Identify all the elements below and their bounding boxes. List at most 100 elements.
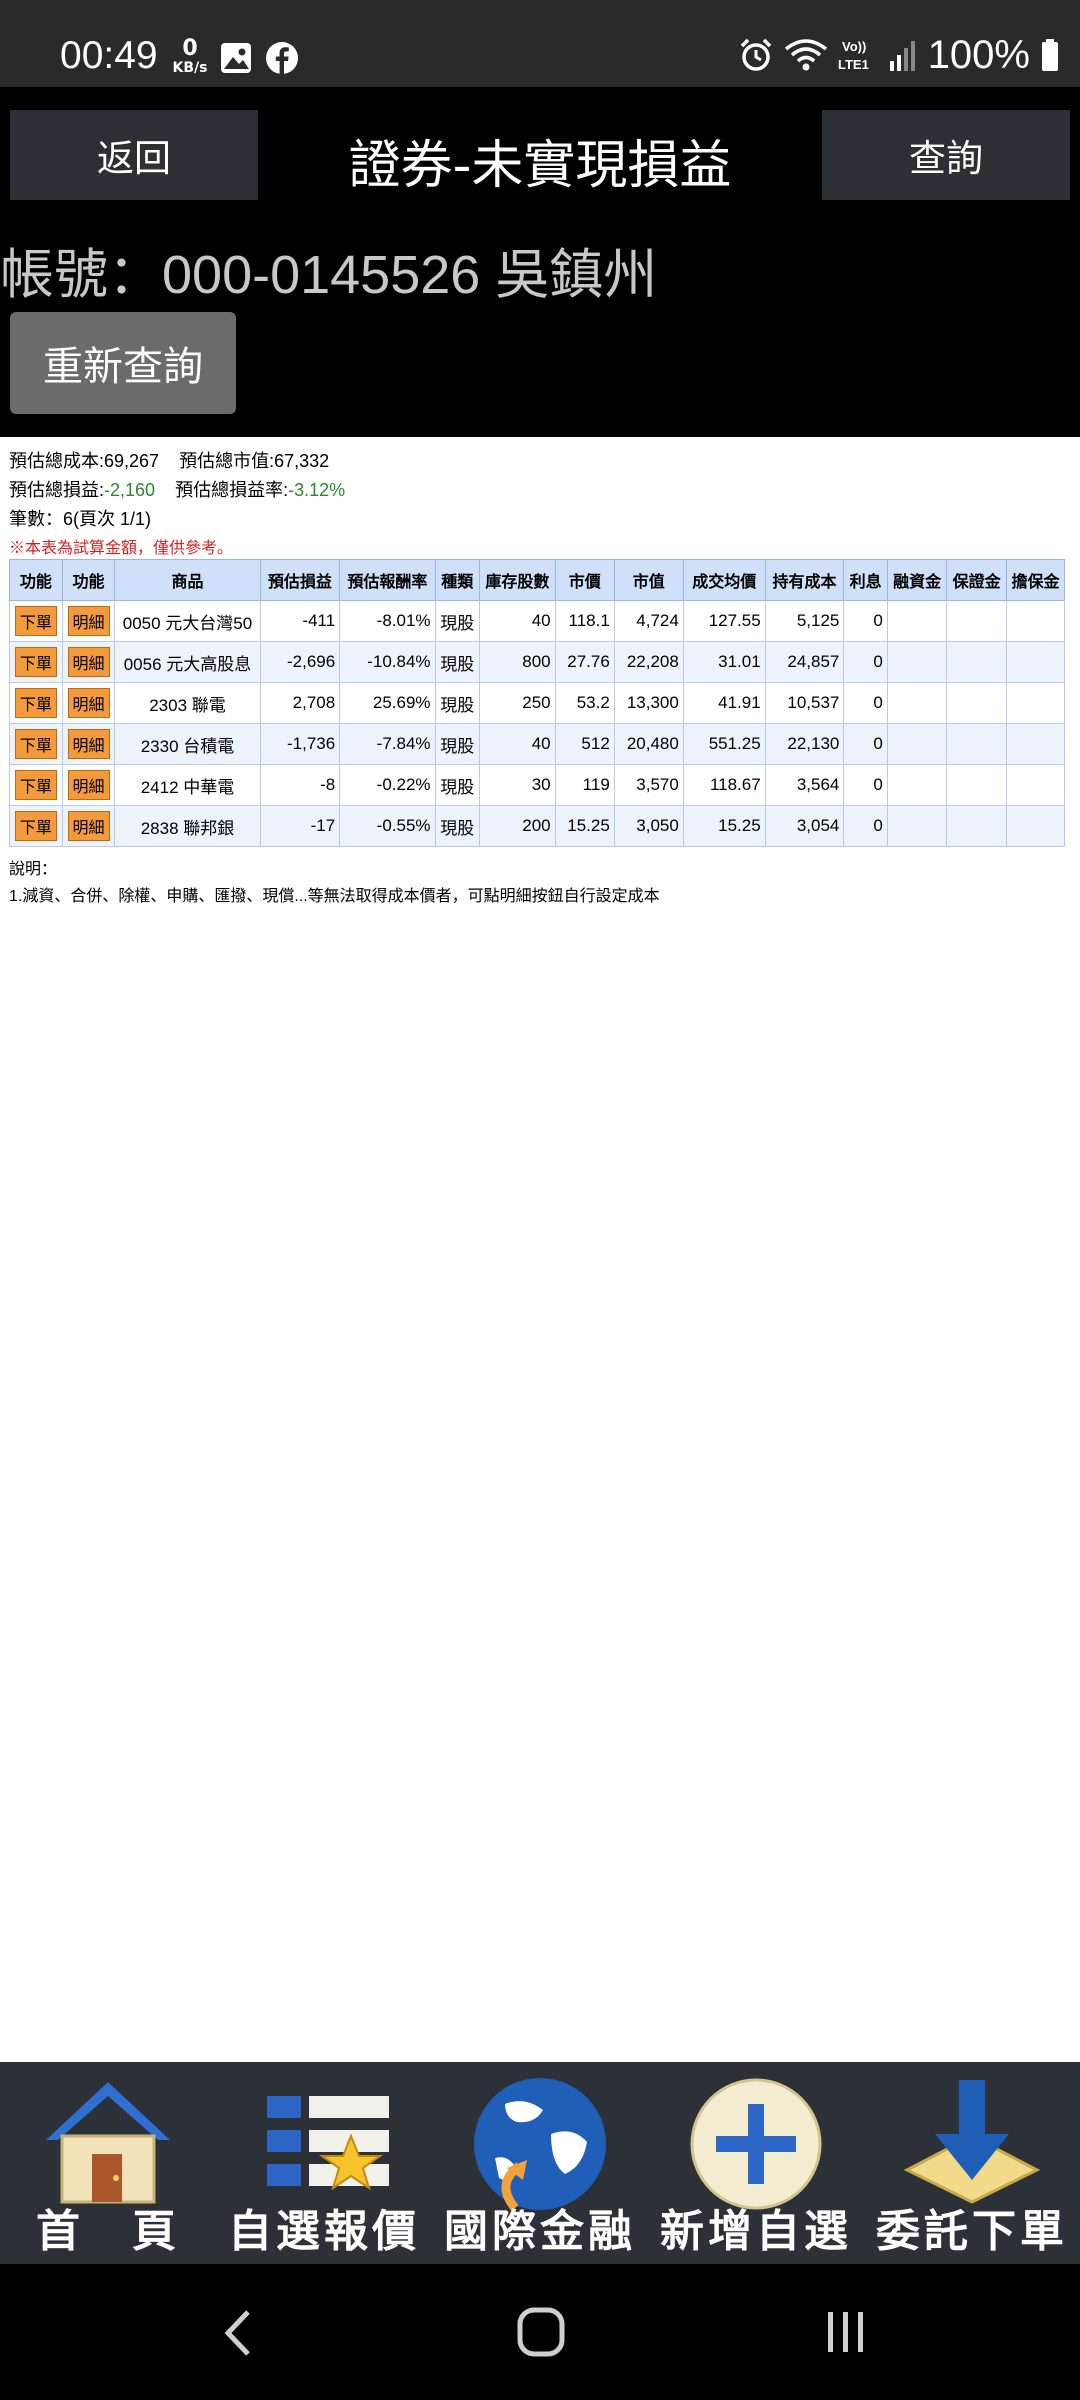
holding-cost-cell: 5,125	[764, 600, 845, 642]
market-value-cell: 20,480	[613, 723, 684, 765]
deposit-cell	[946, 682, 1007, 724]
avg-price-cell: 31.01	[682, 641, 766, 683]
status-time: 00:49	[60, 34, 158, 77]
column-header: 持有成本	[764, 559, 845, 601]
query-button[interactable]: 查詢	[822, 110, 1070, 200]
order-button[interactable]: 下單	[14, 729, 57, 759]
recents-nav-icon[interactable]	[822, 2308, 870, 2356]
detail-cell: 明細	[61, 805, 116, 847]
detail-button[interactable]: 明細	[67, 606, 110, 636]
deposit-cell	[946, 723, 1007, 765]
product-cell[interactable]: 2838 聯邦銀	[114, 805, 261, 847]
price-cell: 27.76	[554, 641, 615, 683]
detail-button[interactable]: 明細	[67, 647, 110, 677]
summary-row-cost: 預估總成本:69,267 預估總市值:67,332	[9, 447, 345, 476]
alarm-icon	[740, 38, 771, 71]
table-row: 下單 明細 0056 元大高股息 -2,696 -10.84% 現股 800 27.76 22,…	[9, 641, 1066, 683]
deposit-cell	[946, 600, 1007, 642]
product-cell[interactable]: 0056 元大高股息	[114, 641, 261, 683]
column-header: 商品	[114, 559, 261, 601]
column-header: 保證金	[946, 559, 1007, 601]
pnl-cell: -411	[259, 600, 341, 642]
table-row: 下單 明細 2838 聯邦銀 -17 -0.55% 現股 200 15.25 3,050 15.2…	[9, 805, 1066, 847]
signal-icon	[889, 41, 915, 71]
back-button[interactable]: 返回	[10, 110, 258, 200]
kind-cell: 現股	[434, 805, 481, 847]
margin-loan-cell	[886, 641, 948, 683]
detail-button[interactable]: 明細	[67, 770, 110, 800]
collateral-cell	[1005, 641, 1066, 683]
globe-icon	[474, 2078, 606, 2211]
nav-order[interactable]: 委託下單	[864, 2062, 1080, 2264]
pnl-cell: -17	[259, 805, 341, 847]
order-button[interactable]: 下單	[14, 811, 57, 841]
order-button[interactable]: 下單	[14, 647, 57, 677]
kind-cell: 現股	[434, 723, 481, 765]
avg-price-cell: 118.67	[682, 764, 766, 806]
column-header: 融資金	[886, 559, 948, 601]
avg-price-cell: 41.91	[682, 682, 766, 724]
return-rate-cell: -8.01%	[339, 600, 436, 642]
detail-cell: 明細	[61, 600, 116, 642]
requery-button[interactable]: 重新查詢	[10, 312, 236, 414]
interest-cell: 0	[843, 641, 888, 683]
avg-price-cell: 551.25	[682, 723, 766, 765]
return-rate-cell: 25.69%	[339, 682, 436, 724]
qty-cell: 250	[479, 682, 556, 724]
margin-loan-cell	[886, 682, 948, 724]
column-header: 市價	[554, 559, 615, 601]
column-header: 成交均價	[682, 559, 766, 601]
bottom-nav: 首 頁 自選報價 國際金融 新增自選	[0, 2062, 1080, 2264]
status-bar: 00:49 0 KB/s Vo)) LTE1	[0, 0, 1080, 87]
margin-loan-cell	[886, 805, 948, 847]
home-nav-icon[interactable]	[516, 2306, 566, 2358]
net-speed-unit: KB/s	[172, 60, 208, 76]
column-header: 功能	[61, 559, 116, 601]
detail-button[interactable]: 明細	[67, 729, 110, 759]
collateral-cell	[1005, 723, 1066, 765]
return-rate-cell: -0.22%	[339, 764, 436, 806]
deposit-cell	[946, 764, 1007, 806]
detail-button[interactable]: 明細	[67, 688, 110, 718]
margin-loan-cell	[886, 723, 948, 765]
interest-cell: 0	[843, 805, 888, 847]
table-row: 下單 明細 0050 元大台灣50 -411 -8.01% 現股 40 118.1 4,724 1…	[9, 600, 1066, 642]
total-pnl-label: 預估總損益:	[9, 480, 105, 500]
back-nav-icon[interactable]	[222, 2308, 252, 2358]
price-cell: 119	[554, 764, 615, 806]
product-cell[interactable]: 2330 台積電	[114, 723, 261, 765]
product-cell[interactable]: 2412 中華電	[114, 764, 261, 806]
table-row: 下單 明細 2330 台積電 -1,736 -7.84% 現股 40 512 20,480 551…	[9, 723, 1066, 765]
interest-cell: 0	[843, 723, 888, 765]
avg-price-cell: 15.25	[682, 805, 766, 847]
product-cell[interactable]: 0050 元大台灣50	[114, 600, 261, 642]
nav-add-watchlist[interactable]: 新增自選	[648, 2062, 864, 2264]
return-rate-cell: -7.84%	[339, 723, 436, 765]
column-header: 功能	[9, 559, 63, 601]
product-cell[interactable]: 2303 聯電	[114, 682, 261, 724]
holding-cost-cell: 3,564	[764, 764, 845, 806]
battery-icon	[1042, 39, 1058, 71]
nav-home[interactable]: 首 頁	[0, 2062, 216, 2264]
market-value-cell: 13,300	[613, 682, 684, 724]
nav-home-label: 首 頁	[36, 2206, 180, 2257]
market-value-cell: 4,724	[613, 600, 684, 642]
interest-cell: 0	[843, 764, 888, 806]
price-cell: 15.25	[554, 805, 615, 847]
nav-watchlist[interactable]: 自選報價	[216, 2062, 432, 2264]
deposit-cell	[946, 641, 1007, 683]
kind-cell: 現股	[434, 682, 481, 724]
detail-button[interactable]: 明細	[67, 811, 110, 841]
order-button[interactable]: 下單	[14, 688, 57, 718]
detail-cell: 明細	[61, 682, 116, 724]
explanation-title: 說明：	[9, 861, 58, 878]
qty-cell: 800	[479, 641, 556, 683]
total-market-label: 預估總市值:	[179, 451, 275, 471]
column-header: 預估報酬率	[339, 559, 436, 601]
nav-international[interactable]: 國際金融	[432, 2062, 648, 2264]
svg-text:LTE1: LTE1	[838, 57, 869, 72]
order-button[interactable]: 下單	[14, 606, 57, 636]
order-button[interactable]: 下單	[14, 770, 57, 800]
qty-cell: 30	[479, 764, 556, 806]
battery-percent: 100%	[927, 32, 1030, 77]
